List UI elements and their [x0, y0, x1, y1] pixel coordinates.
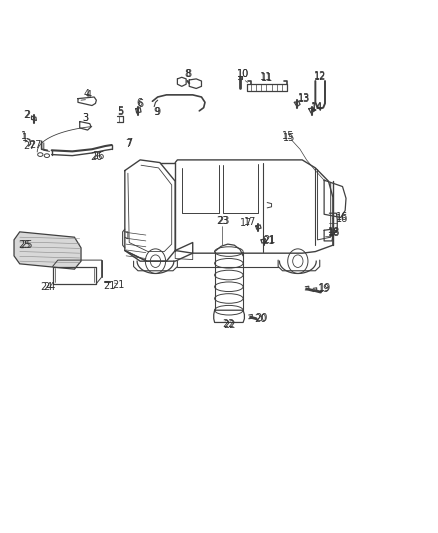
Text: 24: 24 [43, 282, 56, 292]
Text: 25: 25 [18, 240, 31, 250]
Text: 1: 1 [22, 133, 28, 142]
Text: 21: 21 [263, 236, 275, 246]
Text: 17: 17 [240, 218, 252, 228]
Text: 14: 14 [311, 103, 324, 112]
Text: 10: 10 [237, 69, 250, 78]
Polygon shape [14, 232, 81, 269]
Text: 5: 5 [117, 107, 124, 117]
Text: 14: 14 [311, 102, 323, 111]
Text: 6: 6 [136, 99, 142, 108]
Text: 5: 5 [117, 106, 123, 116]
Text: 8: 8 [184, 69, 191, 78]
Text: 15: 15 [282, 132, 294, 141]
Text: 19: 19 [319, 283, 331, 293]
Text: 17: 17 [244, 217, 257, 227]
Text: 11: 11 [261, 74, 273, 83]
Text: 3: 3 [83, 114, 89, 123]
Text: 15: 15 [283, 133, 295, 142]
Text: 23: 23 [216, 216, 229, 226]
Text: 22: 22 [223, 320, 236, 330]
Text: 26: 26 [90, 152, 102, 161]
Text: 21: 21 [112, 280, 124, 289]
Text: 20: 20 [256, 313, 268, 322]
Text: 11: 11 [260, 72, 272, 82]
Text: 20: 20 [254, 314, 267, 324]
Text: 7: 7 [126, 138, 132, 148]
Text: 9: 9 [155, 107, 161, 117]
Text: 16: 16 [336, 213, 348, 222]
Text: 12: 12 [314, 71, 326, 80]
Text: 2: 2 [24, 110, 30, 120]
Text: 19: 19 [318, 284, 330, 294]
Text: 8: 8 [185, 69, 191, 78]
Text: 21: 21 [103, 281, 116, 290]
Text: 3: 3 [83, 114, 89, 123]
Text: 25: 25 [20, 240, 32, 250]
Text: 27: 27 [23, 141, 36, 151]
Text: 24: 24 [40, 282, 53, 292]
Text: 9: 9 [154, 107, 160, 117]
Text: 10: 10 [237, 69, 249, 78]
Text: 7: 7 [126, 139, 132, 149]
Text: 6: 6 [137, 100, 143, 109]
Text: 18: 18 [328, 228, 340, 237]
Text: 26: 26 [92, 151, 105, 160]
Text: 2: 2 [23, 110, 29, 120]
Text: 16: 16 [336, 214, 348, 223]
Text: 13: 13 [298, 93, 310, 103]
Text: 13: 13 [298, 94, 311, 103]
Text: 12: 12 [314, 72, 327, 82]
Text: 4: 4 [85, 90, 92, 100]
Text: 27: 27 [29, 140, 41, 150]
Text: 21: 21 [264, 235, 276, 245]
Text: 22: 22 [223, 319, 235, 329]
Text: 1: 1 [21, 132, 27, 141]
Text: 4: 4 [83, 90, 89, 99]
Text: 23: 23 [217, 216, 230, 225]
Text: 18: 18 [328, 229, 340, 238]
